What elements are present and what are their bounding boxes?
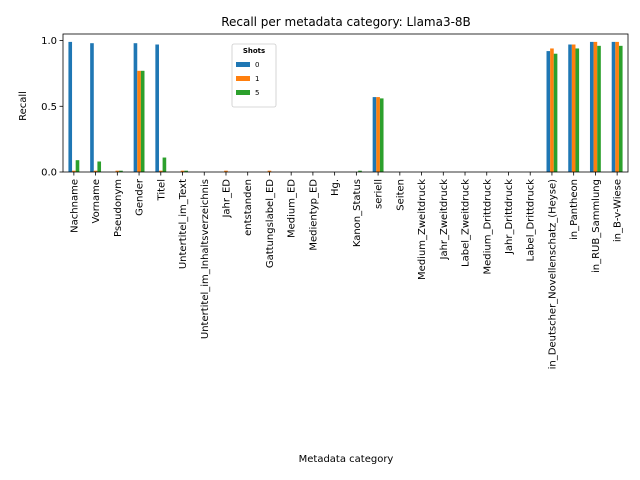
- bar-series-1-1: [93, 170, 98, 172]
- x-tick-label-25: in_B-v-Wiese: [613, 179, 624, 242]
- bar-series-5-4: [162, 157, 167, 172]
- x-tick-label-5: Untertitel_im_Text: [178, 179, 189, 269]
- bar-series-1-5: [180, 170, 185, 172]
- bar-series-0-22: [546, 51, 551, 173]
- x-tick-label-15: Seiten: [395, 179, 406, 211]
- bar-series-1-25: [615, 41, 619, 172]
- bar-series-1-9: [267, 170, 272, 172]
- x-tick-label-7: Jahr_ED: [221, 179, 232, 219]
- bar-series-0-1: [90, 43, 94, 173]
- bar-series-1-0: [72, 170, 76, 172]
- bar-series-0-4: [155, 44, 159, 173]
- bar-series-0-14: [372, 97, 377, 172]
- bar-series-0-25: [611, 41, 616, 172]
- x-axis-label: Metadata category: [299, 454, 394, 465]
- bar-series-0-3: [133, 43, 138, 173]
- bar-series-5-14: [379, 98, 384, 172]
- x-tick-label-6: Untertitel_im_Inhaltsverzeichnis: [200, 179, 211, 339]
- x-tick-label-13: Kanon_Status: [352, 179, 363, 247]
- bar-series-5-5: [184, 170, 188, 172]
- legend-title: Shots: [243, 47, 265, 55]
- x-tick-label-16: Medium_Zweitdruck: [417, 179, 428, 280]
- x-tick-label-4: Titel: [156, 179, 167, 201]
- x-tick-label-18: Label_Zweitdruck: [461, 179, 472, 267]
- bar-series-1-23: [571, 44, 576, 173]
- bar-series-5-13: [358, 170, 362, 172]
- bar-series-1-24: [593, 41, 598, 172]
- x-tick-label-21: Label_Drittdruck: [526, 179, 537, 262]
- x-tick-label-14: seriell: [374, 179, 385, 209]
- bar-series-1-4: [158, 170, 163, 172]
- x-tick-label-0: Nachname: [69, 179, 80, 233]
- x-tick-label-17: Jahr_Zweitdruck: [439, 179, 450, 261]
- x-tick-label-3: Gender: [135, 178, 146, 216]
- x-tick-label-22: in_Deutscher_Novellenschatz_(Heyse): [547, 179, 558, 369]
- legend-swatch-0: [236, 62, 250, 67]
- bar-series-5-0: [75, 160, 80, 172]
- bar-series-5-24: [597, 45, 601, 172]
- legend: Shots 0 1 5: [231, 43, 277, 108]
- legend-swatch-5: [236, 90, 250, 95]
- x-tick-label-9: Gattungslabel_ED: [265, 179, 276, 268]
- axes-frame: [62, 33, 629, 173]
- bar-series-5-3: [140, 70, 145, 172]
- legend-label-5: 5: [255, 89, 259, 97]
- bar-series-0-0: [68, 41, 73, 172]
- x-tick-label-2: Pseudonym: [113, 179, 124, 237]
- bar-series-1-7: [224, 170, 228, 172]
- legend-label-1: 1: [255, 75, 259, 83]
- x-tick-label-20: Jahr_Drittdruck: [504, 179, 515, 255]
- x-tick-label-19: Medium_Drittdruck: [482, 179, 493, 275]
- y-axis: 0.0 0.5 1.0: [41, 36, 63, 179]
- x-tick-label-11: Medientyp_ED: [308, 179, 319, 251]
- y-tick-label-1: 0.5: [41, 102, 57, 113]
- bar-series-1-3: [137, 70, 141, 172]
- x-tick-label-8: entstanden: [243, 179, 254, 236]
- x-tick-label-24: in_RUB_Sammlung: [591, 179, 602, 273]
- x-tick-label-23: in_Pantheon: [569, 179, 580, 240]
- x-tick-label-1: Vorname: [91, 179, 102, 223]
- bar-series-1-2: [115, 170, 120, 172]
- x-tick-label-12: Hg.: [330, 179, 341, 196]
- bar-series-5-22: [553, 53, 558, 172]
- bar-series-0-23: [568, 44, 572, 173]
- y-tick-label-0: 0.0: [41, 168, 57, 179]
- y-tick-label-2: 1.0: [41, 36, 57, 47]
- x-axis: Nachname Vorname Pseudonym Gender Titel Unter…: [69, 172, 624, 369]
- bar-series-5-2: [119, 170, 123, 172]
- bar-series-5-23: [575, 48, 580, 172]
- plot-area: [62, 33, 629, 173]
- bar-series-5-1: [97, 161, 102, 172]
- bar-series-1-22: [550, 48, 554, 172]
- y-axis-label: Recall: [18, 91, 29, 121]
- bar-series-0-24: [589, 41, 594, 172]
- x-tick-label-10: Medium_ED: [287, 179, 298, 238]
- bar-series-5-25: [618, 45, 623, 172]
- chart-title: Recall per metadata category: Llama3-8B: [221, 15, 471, 29]
- legend-swatch-1: [236, 76, 250, 81]
- legend-label-0: 0: [255, 61, 259, 69]
- bar-series-1-14: [376, 97, 380, 172]
